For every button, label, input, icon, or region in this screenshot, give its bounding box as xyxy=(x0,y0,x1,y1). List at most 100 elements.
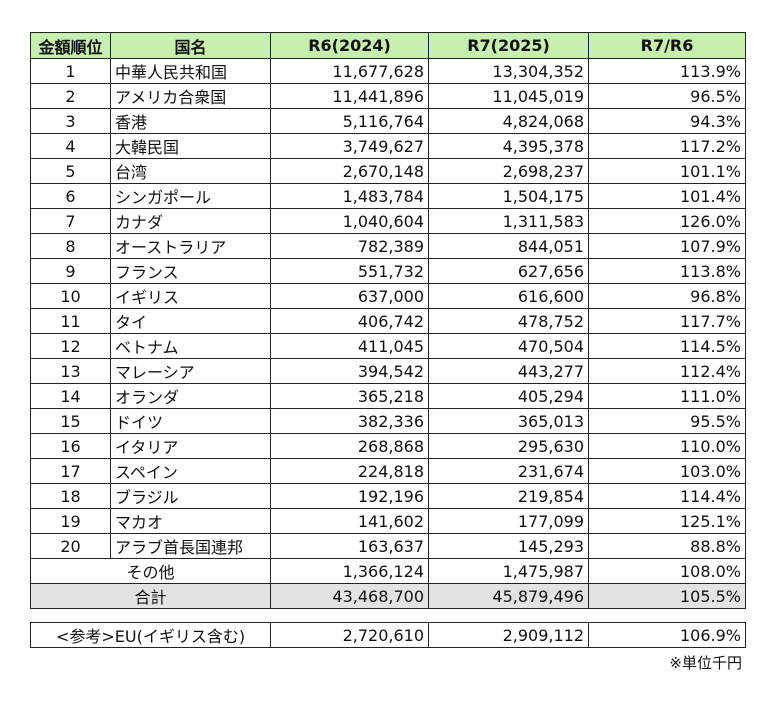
cell-r7: 13,304,352 xyxy=(428,58,589,84)
table-row: 16 イタリア 268,868 295,630 110.0% xyxy=(30,433,746,459)
eu-ratio: 106.9% xyxy=(588,622,746,648)
cell-r7: 295,630 xyxy=(428,433,589,459)
other-r6: 1,366,124 xyxy=(270,558,429,584)
cell-ratio: 101.4% xyxy=(588,183,746,209)
unit-note: ※単位千円 xyxy=(669,654,742,672)
table-row: 13 マレーシア 394,542 443,277 112.4% xyxy=(30,358,746,384)
cell-r7: 627,656 xyxy=(428,258,589,284)
other-ratio: 108.0% xyxy=(588,558,746,584)
cell-r7: 443,277 xyxy=(428,358,589,384)
cell-r7: 405,294 xyxy=(428,383,589,409)
cell-country: アメリカ合衆国 xyxy=(110,83,271,109)
cell-r6: 394,542 xyxy=(270,358,429,384)
cell-r6: 224,818 xyxy=(270,458,429,484)
cell-rank: 17 xyxy=(30,458,111,484)
export-ranking-table: 金額順位 国名 R6(2024) R7(2025) R7/R6 1 中華人民共和国… xyxy=(30,32,746,609)
cell-country: オーストラリア xyxy=(110,233,271,259)
eu-row: <参考>EU(イギリス含む) 2,720,610 2,909,112 106.9… xyxy=(30,622,746,648)
cell-ratio: 101.1% xyxy=(588,158,746,184)
cell-r6: 551,732 xyxy=(270,258,429,284)
table-row: 3 香港 5,116,764 4,824,068 94.3% xyxy=(30,108,746,134)
cell-r6: 5,116,764 xyxy=(270,108,429,134)
cell-r6: 141,602 xyxy=(270,508,429,534)
cell-country: カナダ xyxy=(110,208,271,234)
cell-ratio: 96.5% xyxy=(588,83,746,109)
table-row: 2 アメリカ合衆国 11,441,896 11,045,019 96.5% xyxy=(30,83,746,109)
table-row: 8 オーストラリア 782,389 844,051 107.9% xyxy=(30,233,746,259)
cell-r6: 268,868 xyxy=(270,433,429,459)
cell-r6: 3,749,627 xyxy=(270,133,429,159)
cell-rank: 9 xyxy=(30,258,111,284)
cell-rank: 18 xyxy=(30,483,111,509)
cell-r6: 163,637 xyxy=(270,533,429,559)
table-row: 12 ベトナム 411,045 470,504 114.5% xyxy=(30,333,746,359)
cell-ratio: 110.0% xyxy=(588,433,746,459)
cell-r7: 4,824,068 xyxy=(428,108,589,134)
cell-country: タイ xyxy=(110,308,271,334)
cell-r6: 782,389 xyxy=(270,233,429,259)
cell-rank: 7 xyxy=(30,208,111,234)
table-row: 10 イギリス 637,000 616,600 96.8% xyxy=(30,283,746,309)
cell-country: フランス xyxy=(110,258,271,284)
table-row: 14 オランダ 365,218 405,294 111.0% xyxy=(30,383,746,409)
cell-country: 台湾 xyxy=(110,158,271,184)
cell-ratio: 103.0% xyxy=(588,458,746,484)
cell-country: ベトナム xyxy=(110,333,271,359)
cell-r7: 1,504,175 xyxy=(428,183,589,209)
cell-rank: 14 xyxy=(30,383,111,409)
cell-r7: 4,395,378 xyxy=(428,133,589,159)
total-label: 合計 xyxy=(30,583,271,609)
cell-ratio: 107.9% xyxy=(588,233,746,259)
header-country: 国名 xyxy=(110,32,271,59)
cell-ratio: 117.7% xyxy=(588,308,746,334)
cell-ratio: 112.4% xyxy=(588,358,746,384)
cell-country: ブラジル xyxy=(110,483,271,509)
cell-r6: 382,336 xyxy=(270,408,429,434)
table-row: 18 ブラジル 192,196 219,854 114.4% xyxy=(30,483,746,509)
cell-country: シンガポール xyxy=(110,183,271,209)
cell-rank: 11 xyxy=(30,308,111,334)
cell-rank: 1 xyxy=(30,58,111,84)
cell-r6: 1,040,604 xyxy=(270,208,429,234)
table-row: 1 中華人民共和国 11,677,628 13,304,352 113.9% xyxy=(30,58,746,84)
cell-rank: 20 xyxy=(30,533,111,559)
cell-ratio: 111.0% xyxy=(588,383,746,409)
cell-country: 大韓民国 xyxy=(110,133,271,159)
cell-country: スペイン xyxy=(110,458,271,484)
other-row: その他 1,366,124 1,475,987 108.0% xyxy=(30,558,746,584)
total-r6: 43,468,700 xyxy=(270,583,429,609)
cell-r7: 219,854 xyxy=(428,483,589,509)
table-row: 4 大韓民国 3,749,627 4,395,378 117.2% xyxy=(30,133,746,159)
cell-r6: 637,000 xyxy=(270,283,429,309)
cell-rank: 13 xyxy=(30,358,111,384)
cell-country: イタリア xyxy=(110,433,271,459)
table-row: 15 ドイツ 382,336 365,013 95.5% xyxy=(30,408,746,434)
eu-r6: 2,720,610 xyxy=(270,622,429,648)
cell-ratio: 95.5% xyxy=(588,408,746,434)
cell-r7: 365,013 xyxy=(428,408,589,434)
cell-r6: 1,483,784 xyxy=(270,183,429,209)
header-r7: R7(2025) xyxy=(428,32,589,59)
table-row: 9 フランス 551,732 627,656 113.8% xyxy=(30,258,746,284)
cell-r7: 478,752 xyxy=(428,308,589,334)
cell-r6: 11,677,628 xyxy=(270,58,429,84)
cell-ratio: 88.8% xyxy=(588,533,746,559)
cell-rank: 15 xyxy=(30,408,111,434)
cell-ratio: 126.0% xyxy=(588,208,746,234)
cell-r6: 192,196 xyxy=(270,483,429,509)
cell-r7: 1,311,583 xyxy=(428,208,589,234)
cell-rank: 19 xyxy=(30,508,111,534)
table-row: 11 タイ 406,742 478,752 117.7% xyxy=(30,308,746,334)
cell-ratio: 117.2% xyxy=(588,133,746,159)
cell-rank: 2 xyxy=(30,83,111,109)
cell-country: アラブ首長国連邦 xyxy=(110,533,271,559)
table-row: 17 スペイン 224,818 231,674 103.0% xyxy=(30,458,746,484)
cell-country: イギリス xyxy=(110,283,271,309)
eu-reference-table: <参考>EU(イギリス含む) 2,720,610 2,909,112 106.9… xyxy=(30,622,746,648)
cell-r7: 2,698,237 xyxy=(428,158,589,184)
table-row: 5 台湾 2,670,148 2,698,237 101.1% xyxy=(30,158,746,184)
total-ratio: 105.5% xyxy=(588,583,746,609)
cell-ratio: 96.8% xyxy=(588,283,746,309)
header-r6: R6(2024) xyxy=(270,32,429,59)
cell-country: マレーシア xyxy=(110,358,271,384)
